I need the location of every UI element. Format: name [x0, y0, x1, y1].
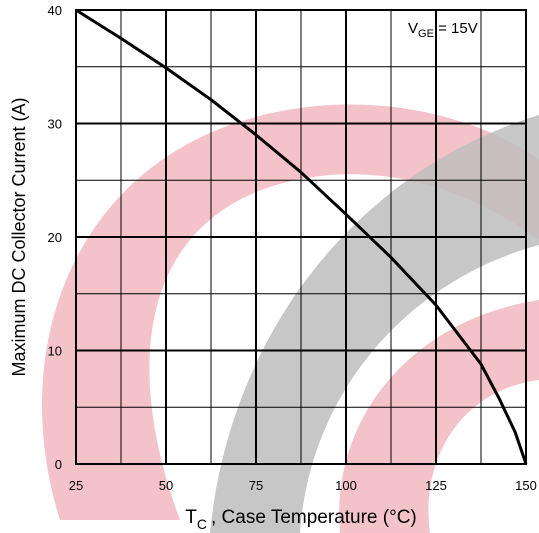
- y-axis-label: Maximum DC Collector Current (A): [9, 97, 29, 376]
- data-line: [75, 8, 528, 465]
- annotation: VGE = 15V: [408, 20, 478, 40]
- watermark: [42, 104, 539, 533]
- y-tick-label: 20: [48, 230, 62, 245]
- y-tick-label: 30: [48, 117, 62, 132]
- plot-frame: [75, 9, 527, 465]
- x-tick-label: 25: [69, 478, 83, 493]
- x-tick-label: 125: [425, 478, 447, 493]
- x-tick-label: 100: [335, 478, 357, 493]
- x-tick-label: 150: [515, 478, 537, 493]
- x-axis-label: TC, Case Temperature (°C): [185, 507, 417, 532]
- x-tick-label: 50: [159, 478, 173, 493]
- y-tick-label: 10: [48, 344, 62, 359]
- y-tick-label: 40: [48, 3, 62, 18]
- x-tick-label: 75: [249, 478, 263, 493]
- y-tick-label: 0: [55, 457, 62, 472]
